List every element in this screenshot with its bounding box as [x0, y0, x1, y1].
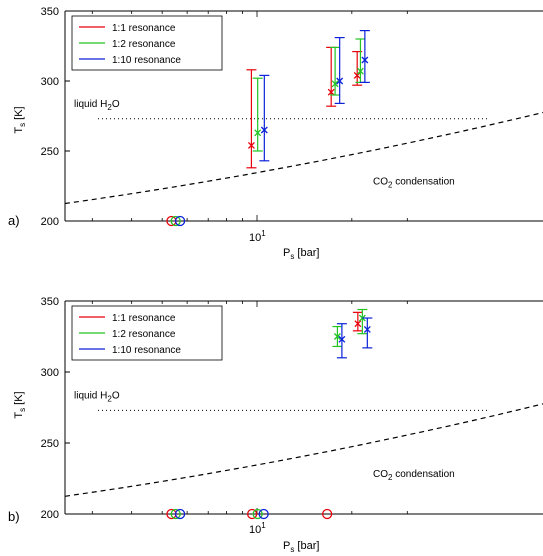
data-point-circle [246, 508, 258, 520]
data-point-circle [252, 508, 263, 520]
panel-a: 200 250 300 350 101 Ps [bar] Ts [K] a) liquid H2… [8, 6, 543, 261]
data-point [336, 77, 344, 85]
data-point-circle [258, 508, 269, 520]
data-point [356, 67, 364, 75]
y-axis-label: Ts [K] [13, 106, 27, 133]
data-point-circle [174, 508, 186, 520]
legend-entry: 1:2 resonance [112, 329, 176, 340]
series-3 [174, 317, 373, 520]
legend: 1:1 resonance 1:2 resonance 1:10 resonance [71, 15, 223, 71]
data-point [354, 320, 362, 328]
x-tick-label: 101 [249, 229, 266, 244]
y-tick-label: 200 [41, 216, 59, 228]
legend-entry: 1:10 resonance [112, 345, 181, 356]
co2-condensation-label: CO2 condensation [373, 177, 455, 190]
co2-condensation-curve [64, 403, 543, 497]
x-tick-label: 101 [249, 521, 266, 536]
legend-entry: 1:1 resonance [112, 313, 176, 324]
y-tick-label: 350 [41, 296, 59, 308]
legend-entry: 1:10 resonance [112, 55, 181, 66]
data-point-circle [170, 215, 181, 227]
data-point [353, 71, 361, 79]
y-tick-label: 200 [41, 509, 59, 521]
x-axis-label: Ps [bar] [283, 540, 319, 554]
data-point-circle [322, 508, 333, 520]
data-point [327, 88, 335, 96]
liquid-water-label: liquid H2O [74, 99, 120, 112]
y-tick-label: 350 [41, 6, 59, 18]
liquid-water-label: liquid H2O [74, 390, 120, 403]
y-tick-label: 250 [41, 438, 59, 450]
y-tick-label: 300 [41, 367, 59, 379]
co2-condensation-label: CO2 condensation [373, 469, 455, 482]
panel-b: 200 250 300 350 101 Ps [bar] Ts [K] b) liquid H2… [8, 296, 543, 554]
data-point [254, 129, 262, 137]
data-point [260, 126, 268, 134]
data-point [338, 335, 346, 343]
legend: 1:1 resonance 1:2 resonance 1:10 resonance [71, 305, 223, 361]
y-tick-label: 250 [41, 146, 59, 158]
data-point [247, 141, 255, 149]
data-point-circle [170, 508, 181, 520]
x-axis-label: Ps [bar] [283, 247, 319, 261]
data-point [333, 333, 341, 340]
y-axis-label: Ts [K] [13, 391, 27, 418]
legend-entry: 1:2 resonance [112, 39, 176, 50]
legend-entry: 1:1 resonance [112, 23, 176, 34]
series-2 [170, 38, 366, 227]
data-point-circle [174, 215, 186, 227]
panel-label: a) [8, 213, 20, 228]
co2-condensation-curve [64, 111, 543, 205]
y-tick-label: 300 [41, 76, 59, 88]
data-point [361, 56, 369, 64]
series-1 [166, 46, 363, 227]
data-point [331, 80, 339, 88]
panel-label: b) [8, 509, 20, 524]
series-3 [174, 30, 370, 227]
data-point [363, 325, 371, 333]
